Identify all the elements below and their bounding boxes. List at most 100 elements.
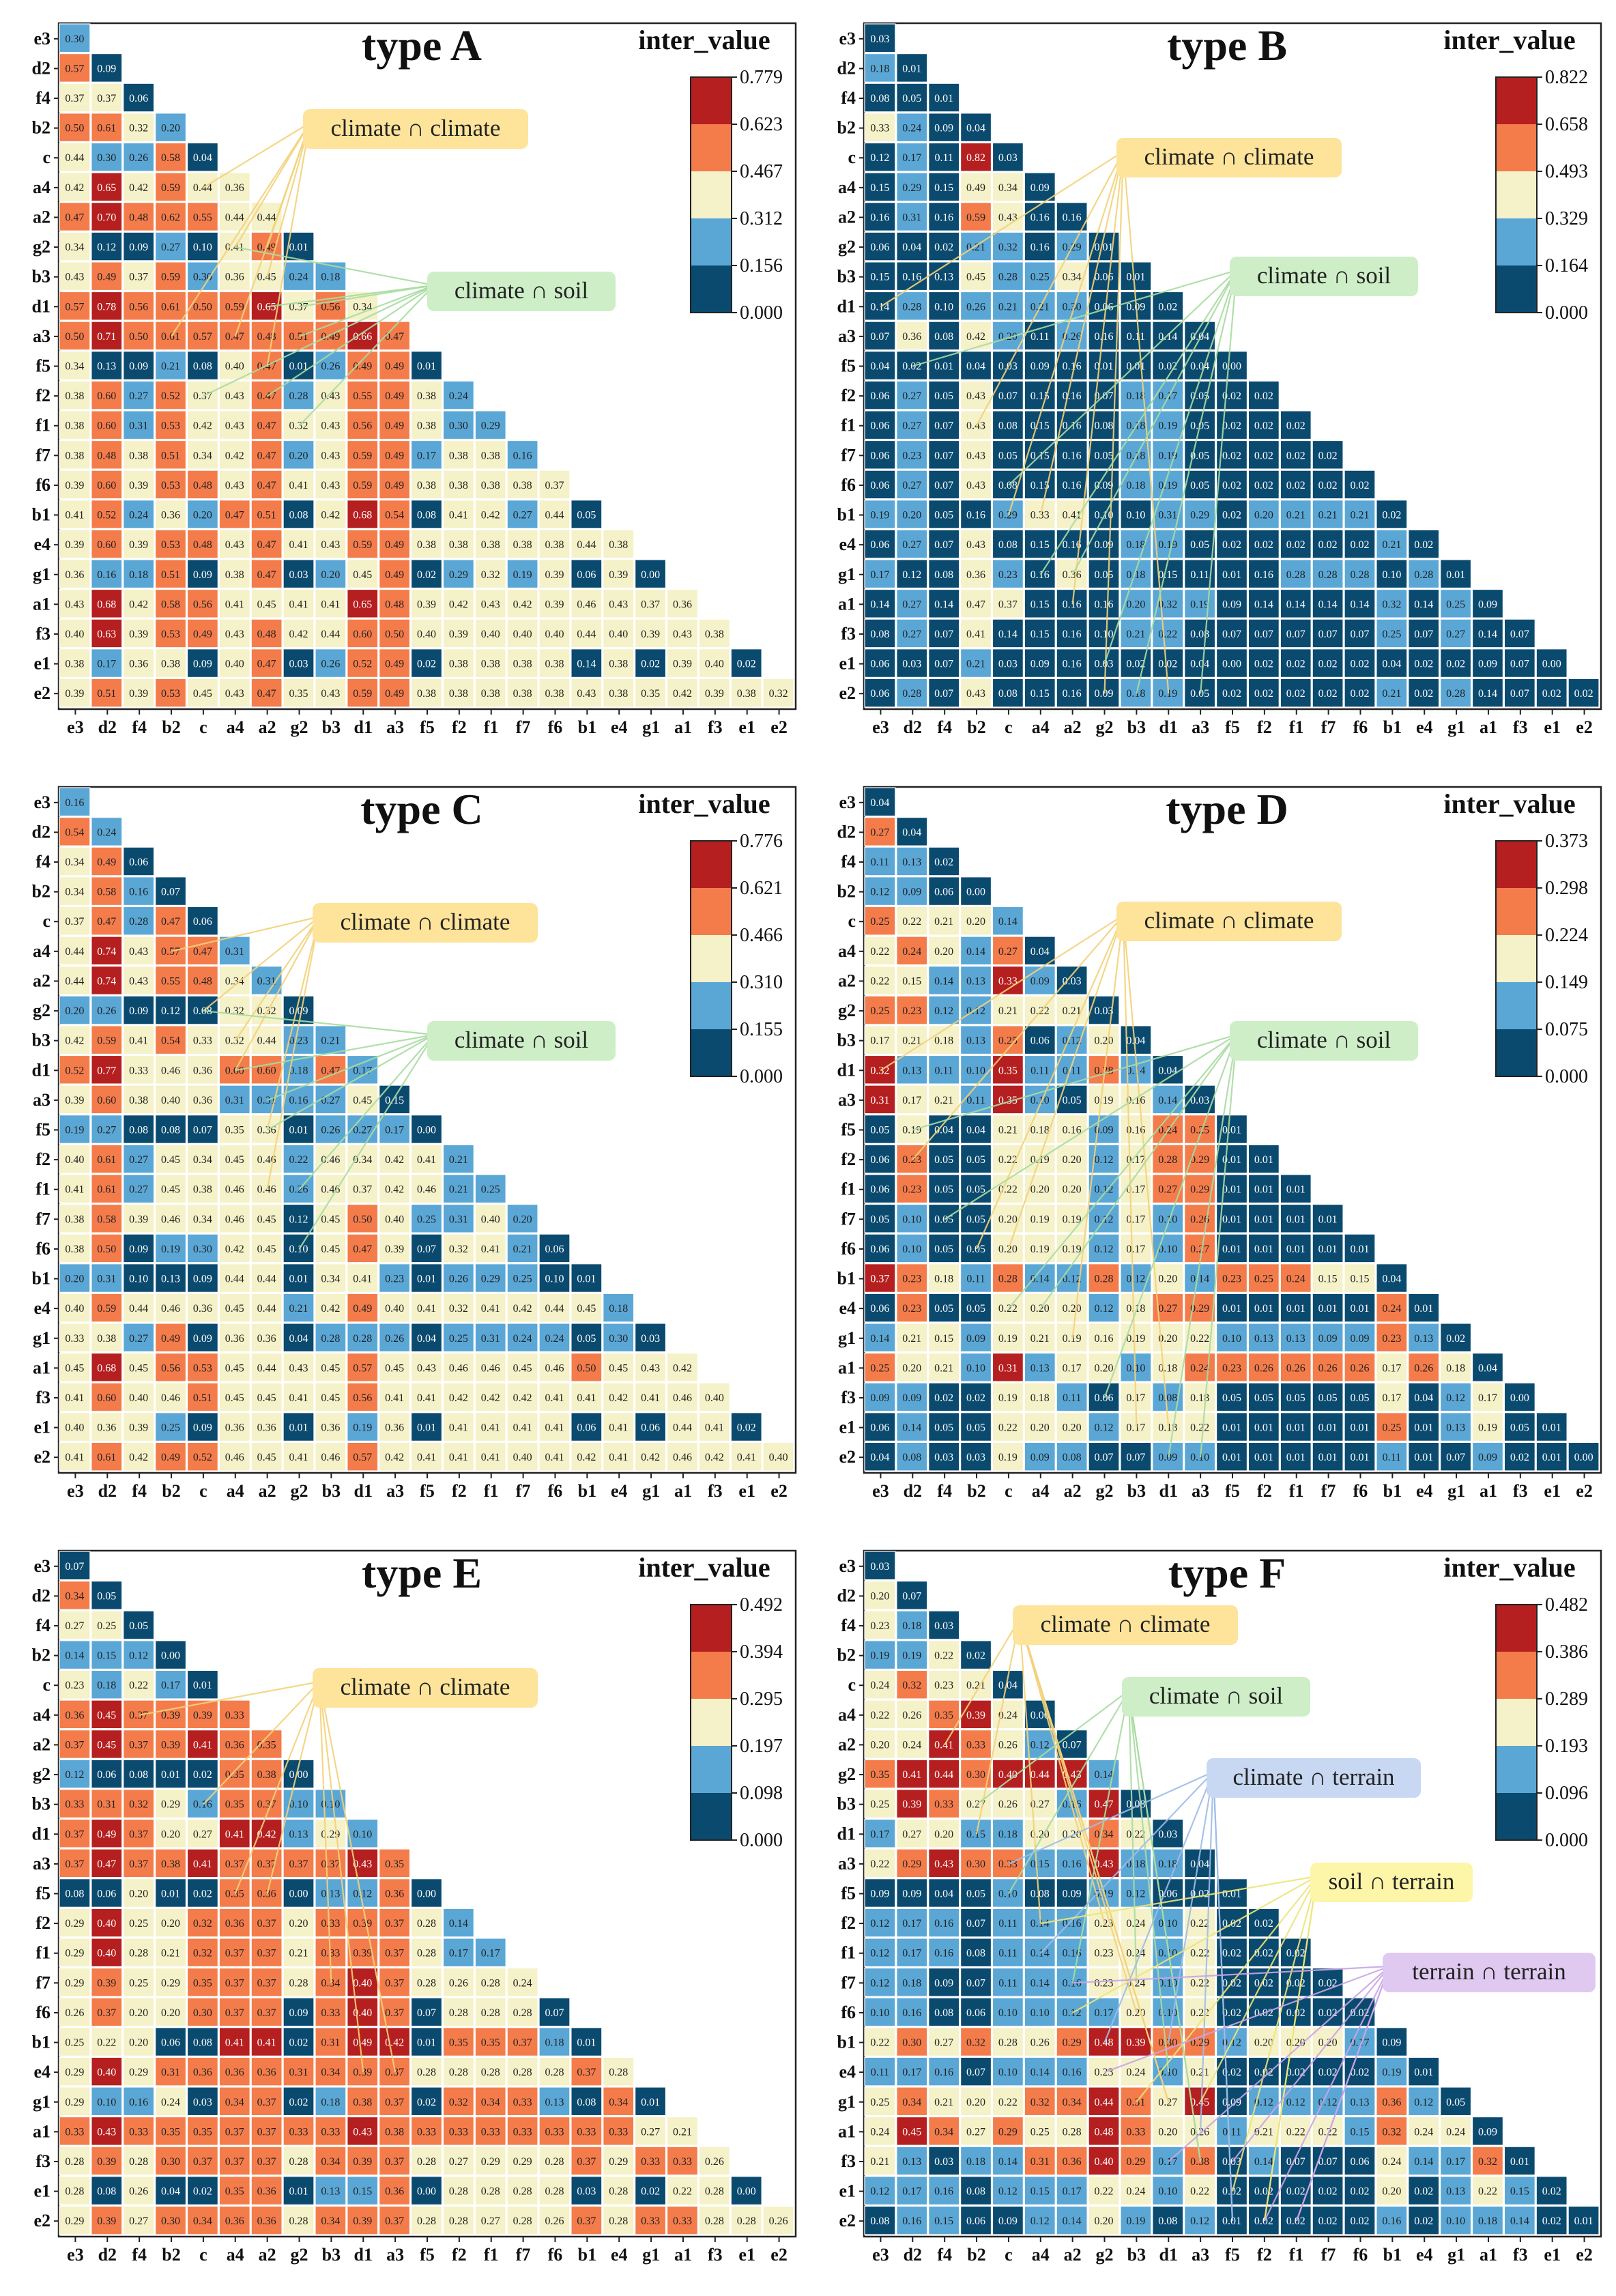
annotation-label: climate ∩ soil — [454, 1027, 589, 1053]
x-tick-label: a2 — [259, 1481, 276, 1501]
cell-value-label: 0.02 — [1382, 510, 1401, 521]
cell-value-label: 0.03 — [1158, 1828, 1177, 1840]
cell-value-label: 0.24 — [1126, 2067, 1145, 2078]
x-tick-label: a1 — [674, 1481, 692, 1501]
x-tick-label: g2 — [291, 717, 308, 737]
cell-value-label: 0.40 — [225, 659, 244, 670]
cell-value-label: 0.03 — [1063, 975, 1082, 987]
cell-value-label: 0.02 — [966, 1392, 985, 1404]
legend-tick-label: 0.658 — [1545, 114, 1588, 135]
cell-value-label: 0.43 — [225, 539, 244, 551]
cell-value-label: 0.48 — [1095, 2037, 1114, 2049]
cell-value-label: 0.17 — [902, 152, 921, 164]
cell-value-label: 0.14 — [577, 659, 596, 670]
cell-value-label: 0.43 — [129, 946, 148, 958]
cell-value-label: 0.33 — [321, 2007, 340, 2019]
legend-tick-label: 0.098 — [740, 1783, 783, 1804]
heatmap-cell — [442, 588, 474, 618]
x-tick-label: g1 — [1447, 1481, 1465, 1501]
cell-value-label: 0.08 — [193, 2037, 212, 2049]
y-tick-label: a4 — [33, 177, 50, 197]
heatmap-cell — [635, 618, 667, 648]
x-tick-label: b3 — [322, 717, 341, 737]
cell-value-label: 0.28 — [417, 1948, 436, 1960]
x-tick-label: f5 — [420, 2245, 435, 2265]
legend-tick-label: 0.197 — [740, 1736, 783, 1757]
cell-value-label: 0.20 — [321, 569, 340, 581]
cell-value-label: 0.47 — [385, 331, 404, 343]
cell-value-label: 0.17 — [1126, 1244, 1145, 1255]
heatmap-cell — [538, 618, 571, 648]
cell-value-label: 0.27 — [193, 1828, 212, 1840]
cell-value-label: 0.20 — [902, 510, 921, 521]
cell-value-label: 0.27 — [902, 420, 921, 432]
cell-value-label: 0.14 — [1478, 629, 1497, 640]
cell-value-label: 0.42 — [449, 599, 468, 610]
legend-tick-label: 0.312 — [740, 208, 783, 229]
cell-value-label: 0.44 — [225, 212, 244, 223]
cell-value-label: 0.45 — [966, 272, 985, 283]
cell-value-label: 0.04 — [1478, 1362, 1497, 1374]
cell-value-label: 0.02 — [641, 659, 660, 670]
cell-value-label: 0.19 — [1126, 1333, 1145, 1345]
cell-value-label: 0.28 — [1318, 569, 1338, 581]
cell-value-label: 0.68 — [97, 599, 116, 610]
cell-value-label: 0.12 — [1095, 1422, 1114, 1434]
cell-value-label: 0.50 — [385, 629, 404, 640]
cell-value-label: 0.47 — [257, 569, 276, 581]
cell-value-label: 0.01 — [1350, 1303, 1369, 1315]
x-tick-label: f3 — [1513, 2245, 1528, 2265]
cell-value-label: 0.23 — [902, 1005, 921, 1017]
heatmap-cell — [91, 648, 123, 678]
cell-value-label: 0.23 — [1222, 1274, 1241, 1285]
cell-value-label: 0.22 — [129, 1680, 148, 1691]
chart-title: type F — [1168, 1549, 1286, 1597]
cell-value-label: 0.31 — [225, 1095, 244, 1106]
cell-value-label: 0.40 — [481, 1214, 500, 1225]
cell-value-label: 0.07 — [1446, 1452, 1465, 1463]
cell-value-label: 0.33 — [998, 1859, 1018, 1870]
legend-tick-label: 0.000 — [740, 302, 783, 324]
cell-value-label: 0.35 — [481, 2037, 500, 2049]
cell-value-label: 0.50 — [193, 301, 212, 313]
leader-line — [235, 246, 435, 287]
heatmap-cell — [442, 410, 474, 440]
cell-value-label: 0.38 — [161, 659, 180, 670]
cell-value-label: 0.23 — [902, 1274, 921, 1285]
cell-value-label: 0.41 — [449, 1422, 468, 1434]
cell-value-label: 0.01 — [1222, 1422, 1241, 1434]
heatmap-cell — [123, 172, 155, 202]
heatmap-cell — [410, 588, 443, 618]
cell-value-label: 0.07 — [1318, 2156, 1338, 2168]
cell-value-label: 0.02 — [417, 569, 436, 581]
cell-value-label: 0.08 — [998, 480, 1018, 491]
cell-value-label: 0.49 — [385, 688, 404, 700]
cell-value-label: 0.04 — [161, 2186, 180, 2198]
cell-value-label: 0.02 — [1446, 1333, 1465, 1345]
cell-value-label: 0.60 — [353, 629, 372, 640]
legend-color-segment — [1496, 218, 1537, 266]
cell-value-label: 0.28 — [609, 2067, 628, 2078]
heatmap-cell — [315, 351, 347, 380]
cell-value-label: 0.20 — [934, 1828, 953, 1840]
cell-value-label: 0.31 — [998, 1362, 1018, 1374]
cell-value-label: 0.19 — [902, 1125, 921, 1136]
y-tick-label: d2 — [837, 58, 856, 78]
cell-value-label: 0.10 — [902, 1214, 921, 1225]
cell-value-label: 0.10 — [1030, 2007, 1050, 2019]
cell-value-label: 0.41 — [225, 599, 244, 610]
legend-tick-label: 0.224 — [1545, 925, 1588, 946]
cell-value-label: 0.16 — [513, 450, 532, 461]
y-tick-label: f6 — [35, 1239, 50, 1259]
heatmap-cell — [1056, 202, 1088, 231]
x-tick-label: a4 — [227, 1481, 244, 1501]
cell-value-label: 0.48 — [1095, 2126, 1114, 2138]
cell-value-label: 0.17 — [417, 450, 436, 461]
cell-value-label: 0.04 — [1190, 361, 1209, 373]
x-tick-label: f5 — [1225, 2245, 1240, 2265]
cell-value-label: 0.27 — [902, 599, 921, 610]
cell-value-label: 0.43 — [481, 599, 500, 610]
cell-value-label: 0.06 — [870, 1184, 889, 1196]
cell-value-label: 0.39 — [545, 599, 564, 610]
cell-value-label: 0.09 — [1030, 361, 1050, 373]
